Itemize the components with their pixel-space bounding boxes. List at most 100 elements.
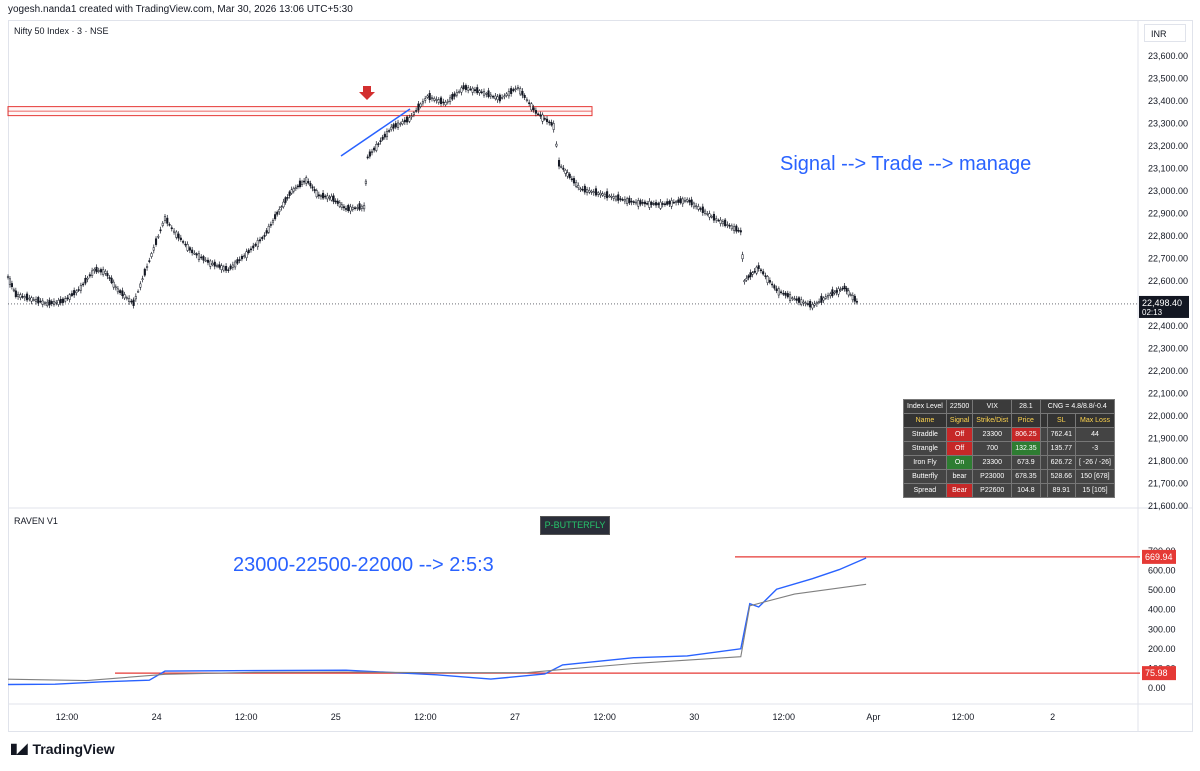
candle-body [309, 183, 312, 187]
candle-body [245, 251, 248, 259]
price-tick-label: 22,600.00 [1148, 276, 1188, 286]
candle-body [728, 225, 731, 227]
stats-cell: 528.66 [1046, 469, 1077, 484]
candle-body [494, 95, 497, 100]
candle-body [307, 181, 310, 184]
candle-body [534, 110, 537, 114]
candle-body [795, 298, 798, 301]
indicator-tick-label: 0.00 [1148, 683, 1166, 693]
candle-body [446, 100, 449, 103]
candle-body [305, 177, 308, 184]
stats-index-value: 22500 [945, 399, 974, 414]
stats-header: Price [1011, 413, 1041, 428]
candle-body [599, 192, 602, 196]
stats-price: 104.8 [1011, 483, 1041, 498]
candle-body [17, 293, 20, 297]
candle-body [439, 97, 443, 105]
stats-cell: -3 [1075, 441, 1115, 456]
candle-body [222, 266, 225, 271]
candle-body [315, 190, 318, 198]
stats-signal-off: Off [945, 427, 974, 442]
candle-body [679, 198, 682, 203]
trend-line [340, 108, 411, 157]
candle-body [811, 304, 814, 309]
candle-body [66, 297, 69, 300]
stats-cell [1039, 441, 1048, 456]
price-tick-label: 21,800.00 [1148, 456, 1188, 466]
candle-body [150, 253, 153, 257]
candle-body [566, 172, 569, 177]
candle-body [719, 219, 722, 224]
candle-body [592, 191, 595, 194]
time-tick-label: 12:00 [414, 712, 437, 722]
candle-body [751, 272, 754, 275]
candle-body [683, 199, 687, 202]
candle-body [545, 118, 549, 122]
stats-price: 678.35 [1011, 469, 1041, 484]
candle-body [368, 151, 371, 157]
candle-body [521, 90, 524, 96]
candle-body [319, 195, 323, 197]
candle-body [82, 283, 85, 286]
candle-body [646, 203, 649, 205]
candle-body [342, 206, 345, 209]
candle-body [93, 268, 96, 271]
candle-body [530, 103, 533, 111]
stats-index-label: Index Level [903, 399, 947, 414]
candle-body [586, 189, 589, 193]
candle-body [557, 160, 561, 167]
tradingview-brand[interactable]: ▮◢ TradingView [10, 740, 115, 757]
candle-body [628, 197, 631, 204]
candle-body [697, 206, 700, 210]
currency-badge[interactable]: INR [1144, 24, 1186, 42]
candle-body [358, 203, 361, 210]
candle-body [721, 221, 724, 225]
stats-price: 806.25 [1011, 427, 1041, 442]
candle-body [375, 144, 378, 151]
candle-body [726, 224, 729, 226]
stats-cell: Spread [903, 483, 947, 498]
candle-body [334, 200, 337, 203]
stats-price: 132.35 [1011, 441, 1041, 456]
candle-body [672, 201, 675, 204]
candle-body [218, 264, 221, 268]
stats-cell: Strangle [903, 441, 947, 456]
candle-body [614, 196, 618, 201]
candle-body [385, 130, 389, 138]
candle-body [86, 277, 89, 280]
candle-body [621, 199, 624, 201]
candle-body [437, 99, 440, 103]
candle-body [512, 89, 515, 92]
candle-body [460, 87, 463, 93]
candle-body [317, 194, 320, 197]
candle-body [399, 123, 402, 125]
candle-body [211, 263, 214, 265]
candle-body [88, 274, 91, 277]
candle-body [197, 253, 200, 261]
indicator-legend[interactable]: RAVEN V1 [14, 516, 58, 526]
stats-cell: [ -26 / -26] [1075, 455, 1115, 470]
candle-body [670, 200, 673, 207]
stats-cell: 23300 [972, 427, 1013, 442]
candle-body [478, 90, 481, 94]
candle-body [240, 256, 243, 260]
candle-body [597, 192, 600, 195]
candle-body [507, 91, 510, 97]
stats-cng: CNG = 4.8/8.8/-0.4 [1039, 399, 1115, 414]
stats-cell: Butterfly [903, 469, 947, 484]
candle-body [749, 272, 752, 278]
candle-body [847, 290, 850, 296]
candle-body [619, 198, 622, 200]
candle-body [290, 189, 293, 194]
stats-row-butterfly: Butterfly bear P23000 678.35 528.66 150 … [903, 469, 1115, 484]
candle-body [715, 218, 718, 221]
candle-body [179, 237, 182, 241]
stats-row-ironfly: Iron Fly On 23300 673.9 626.72 [ -26 / -… [903, 455, 1115, 470]
candle-body [360, 205, 363, 209]
candle-body [64, 298, 67, 302]
candle-body [766, 276, 769, 283]
symbol-legend[interactable]: Nifty 50 Index · 3 · NSE [14, 26, 109, 36]
candle-body [170, 227, 173, 229]
candle-body [428, 93, 431, 101]
